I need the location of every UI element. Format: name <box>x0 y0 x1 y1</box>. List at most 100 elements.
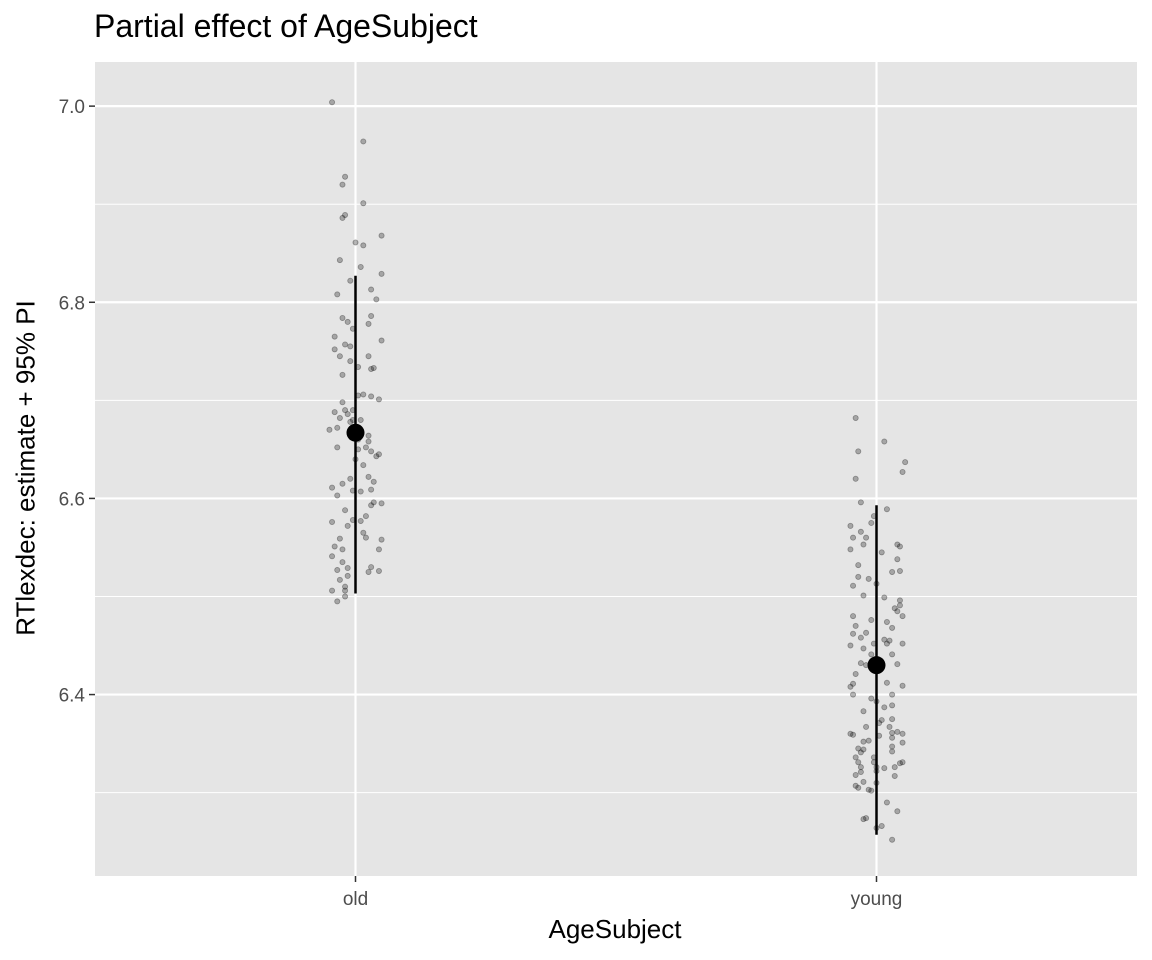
data-point-young <box>889 748 896 755</box>
data-point-young <box>868 617 875 624</box>
data-point-young <box>889 568 896 575</box>
data-point-young <box>889 836 896 843</box>
data-point-old <box>347 358 354 365</box>
data-point-old <box>344 411 351 418</box>
data-point-young <box>899 682 906 689</box>
data-point-old <box>336 535 343 542</box>
data-point-young <box>889 743 896 750</box>
data-point-old <box>360 200 367 207</box>
data-point-old <box>334 424 341 431</box>
data-point-young <box>857 634 864 641</box>
y-tick-label: 6.8 <box>59 293 85 314</box>
data-point-old <box>365 438 372 445</box>
data-point-old <box>368 564 375 571</box>
data-point-old <box>370 364 377 371</box>
data-point-old <box>329 587 336 594</box>
data-point-old <box>365 320 372 327</box>
y-tick-label: 6.6 <box>59 489 85 510</box>
data-point-old <box>347 343 354 350</box>
data-point-old <box>375 567 382 574</box>
data-point-old <box>334 492 341 499</box>
data-point-old <box>373 453 380 460</box>
data-point-old <box>331 333 338 340</box>
data-point-old <box>362 513 369 520</box>
data-point-young <box>857 764 864 771</box>
data-point-old <box>342 211 349 218</box>
data-point-old <box>344 318 351 325</box>
y-tick-label: 7.0 <box>59 97 85 118</box>
data-point-young <box>899 730 906 737</box>
data-point-old <box>342 407 349 414</box>
data-point-old <box>344 565 351 572</box>
data-point-young <box>860 738 867 745</box>
data-point-old <box>357 416 364 423</box>
data-point-young <box>881 765 888 772</box>
data-point-young <box>868 651 875 658</box>
data-point-young <box>860 746 867 753</box>
data-point-young <box>863 815 870 822</box>
data-point-young <box>860 645 867 652</box>
estimate-point-young <box>867 656 886 675</box>
data-point-old <box>339 546 346 553</box>
data-point-old <box>360 529 367 536</box>
data-point-young <box>852 670 859 677</box>
data-point-young <box>881 438 888 445</box>
data-point-young <box>894 808 901 815</box>
data-point-young <box>847 522 854 529</box>
data-point-young <box>889 716 896 723</box>
data-point-old <box>344 522 351 529</box>
data-point-old <box>360 462 367 469</box>
data-point-young <box>899 739 906 746</box>
data-point-old <box>362 534 369 541</box>
data-point-young <box>878 822 885 829</box>
data-point-old <box>375 546 382 553</box>
data-point-young <box>857 749 864 756</box>
data-point-young <box>855 562 862 569</box>
data-point-young <box>881 704 888 711</box>
data-point-young <box>850 691 857 698</box>
data-point-old <box>339 181 346 188</box>
data-point-old <box>329 553 336 560</box>
data-point-young <box>863 534 870 541</box>
data-point-old <box>375 396 382 403</box>
data-point-young <box>860 778 867 785</box>
data-point-young <box>889 702 896 709</box>
data-point-old <box>375 451 382 458</box>
data-point-young <box>855 573 862 580</box>
data-point-old <box>378 536 385 543</box>
data-point-old <box>357 263 364 270</box>
data-point-old <box>368 448 375 455</box>
data-point-young <box>894 661 901 668</box>
data-point-young <box>855 784 862 791</box>
data-point-old <box>331 346 338 353</box>
data-point-old <box>342 341 349 348</box>
data-point-old <box>362 444 369 451</box>
data-point-old <box>342 173 349 180</box>
data-point-young <box>847 730 854 737</box>
data-point-old <box>368 286 375 293</box>
data-point-old <box>339 399 346 406</box>
data-point-old <box>352 239 359 246</box>
data-point-young <box>889 624 896 631</box>
data-point-young <box>852 782 859 789</box>
data-point-old <box>378 500 385 507</box>
data-point-young <box>863 723 870 730</box>
data-point-young <box>894 541 901 548</box>
data-point-young <box>860 816 867 823</box>
data-point-old <box>329 518 336 525</box>
x-axis-label: AgeSubject <box>548 914 682 944</box>
data-point-young <box>847 546 854 553</box>
data-point-young <box>850 630 857 637</box>
estimate-point-old <box>346 423 365 442</box>
data-point-young <box>852 475 859 482</box>
data-point-young <box>889 651 896 658</box>
data-point-young <box>878 549 885 556</box>
minor-gridlines <box>95 203 1137 794</box>
data-point-young <box>868 695 875 702</box>
plot-panel <box>95 62 1137 876</box>
data-point-young <box>850 582 857 589</box>
data-point-old <box>344 572 351 579</box>
data-point-young <box>860 592 867 599</box>
data-point-old <box>347 277 354 284</box>
